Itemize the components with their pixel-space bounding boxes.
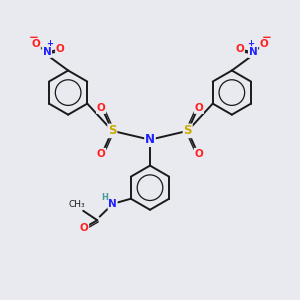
Text: N: N xyxy=(108,199,117,209)
Text: N: N xyxy=(145,133,155,146)
Text: +: + xyxy=(46,40,53,49)
Text: O: O xyxy=(194,148,203,158)
Text: N: N xyxy=(43,47,51,57)
Text: O: O xyxy=(32,39,40,49)
Text: −: − xyxy=(28,31,38,44)
Text: CH₃: CH₃ xyxy=(68,200,85,209)
Text: N: N xyxy=(249,47,257,57)
Text: +: + xyxy=(247,40,254,49)
Text: O: O xyxy=(260,39,268,49)
Text: O: O xyxy=(97,148,106,158)
Text: −: − xyxy=(262,31,272,44)
Text: S: S xyxy=(108,124,117,137)
Text: O: O xyxy=(56,44,64,54)
Text: O: O xyxy=(80,224,88,233)
Text: S: S xyxy=(183,124,192,137)
Text: O: O xyxy=(97,103,106,113)
Text: O: O xyxy=(194,103,203,113)
Text: H: H xyxy=(101,193,108,202)
Text: O: O xyxy=(236,44,244,54)
